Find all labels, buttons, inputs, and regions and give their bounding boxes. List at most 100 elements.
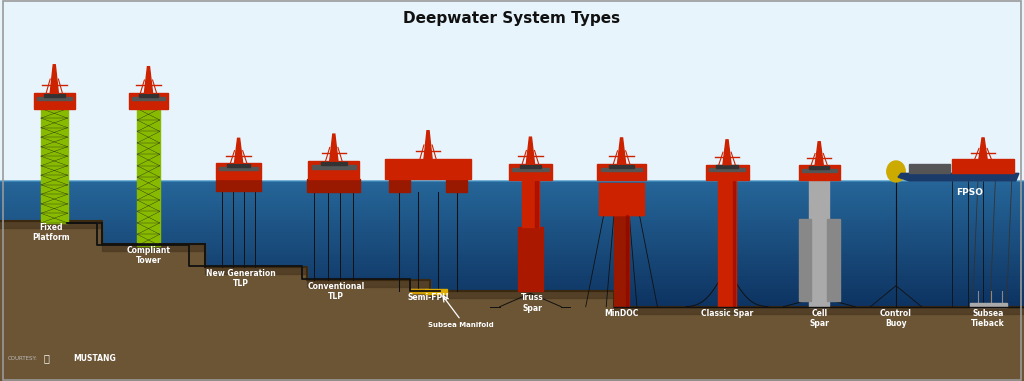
Text: COURTESY:: COURTESY: — [8, 355, 38, 361]
Bar — [0, 194, 1024, 197]
Bar — [536, 180, 538, 227]
Bar — [512, 168, 549, 171]
Bar — [0, 288, 1024, 291]
Bar — [0, 253, 1024, 256]
Bar — [909, 164, 950, 173]
Bar — [518, 227, 543, 291]
Bar — [520, 165, 542, 168]
Bar — [37, 97, 72, 100]
Polygon shape — [526, 137, 535, 164]
Bar — [0, 263, 1024, 266]
Bar — [614, 215, 629, 307]
Bar — [0, 206, 1024, 209]
Bar — [0, 203, 1024, 206]
Bar — [410, 289, 425, 293]
Bar — [307, 179, 360, 192]
Text: FPSO: FPSO — [956, 188, 983, 197]
Text: Semi-FPU: Semi-FPU — [408, 293, 449, 303]
Bar — [0, 250, 1024, 253]
Bar — [0, 190, 1024, 194]
Polygon shape — [330, 134, 338, 161]
Bar — [706, 165, 749, 180]
Bar — [138, 94, 158, 97]
Bar — [227, 164, 250, 167]
Bar — [0, 304, 1024, 307]
Bar — [0, 216, 1024, 219]
Bar — [0, 244, 1024, 247]
Bar — [0, 294, 1024, 297]
Bar — [446, 179, 467, 192]
Bar — [389, 179, 410, 192]
Bar — [0, 259, 1024, 263]
Bar — [0, 256, 1024, 259]
Bar — [0, 222, 1024, 225]
Bar — [41, 109, 68, 223]
Polygon shape — [50, 65, 58, 93]
Bar — [509, 164, 552, 180]
Bar — [0, 272, 1024, 275]
Polygon shape — [815, 142, 823, 165]
Text: Cell
Spar: Cell Spar — [809, 309, 829, 328]
Polygon shape — [723, 140, 731, 165]
Bar — [0, 285, 1024, 288]
Bar — [952, 159, 1014, 173]
Text: MUSTANG: MUSTANG — [74, 354, 117, 363]
Bar — [425, 289, 447, 294]
Bar — [599, 183, 644, 215]
Bar — [129, 93, 168, 109]
Bar — [385, 159, 471, 179]
Bar — [601, 168, 642, 171]
Bar — [717, 165, 737, 168]
Text: Subsea
Tieback: Subsea Tieback — [972, 309, 1005, 328]
Bar — [34, 93, 75, 109]
Bar — [0, 213, 1024, 216]
Bar — [827, 219, 840, 301]
Bar — [809, 166, 829, 169]
Polygon shape — [979, 138, 987, 159]
Text: New Generation
TLP: New Generation TLP — [206, 269, 275, 288]
Bar — [219, 167, 258, 170]
Bar — [0, 181, 1024, 184]
Bar — [0, 291, 1024, 294]
Bar — [0, 297, 1024, 300]
Text: MinDOC: MinDOC — [604, 309, 639, 318]
Polygon shape — [0, 221, 1024, 314]
Bar — [0, 234, 1024, 238]
Bar — [308, 161, 359, 179]
Bar — [0, 241, 1024, 244]
Bar — [322, 162, 346, 165]
Polygon shape — [424, 131, 432, 159]
Bar — [599, 214, 644, 215]
Bar — [44, 94, 65, 97]
Bar — [732, 180, 735, 307]
Text: Fixed
Platform: Fixed Platform — [33, 223, 70, 242]
Polygon shape — [0, 221, 1024, 381]
Bar — [809, 180, 829, 307]
Bar — [132, 97, 165, 100]
Bar — [597, 164, 646, 180]
Bar — [0, 300, 1024, 304]
Bar — [802, 169, 837, 172]
Text: Truss
Spar: Truss Spar — [521, 293, 544, 313]
Bar — [0, 197, 1024, 200]
Bar — [609, 165, 634, 168]
Text: Deepwater System Types: Deepwater System Types — [403, 11, 621, 26]
Text: 🐎: 🐎 — [43, 353, 49, 363]
Bar — [970, 303, 1007, 307]
Bar — [0, 238, 1024, 241]
Text: Compliant
Tower: Compliant Tower — [127, 246, 170, 265]
Bar — [799, 219, 811, 301]
Ellipse shape — [887, 161, 905, 182]
Bar — [0, 282, 1024, 285]
Polygon shape — [234, 138, 243, 163]
Bar — [0, 219, 1024, 222]
Bar — [0, 247, 1024, 250]
Bar — [0, 266, 1024, 269]
Bar — [0, 279, 1024, 282]
Bar — [137, 109, 160, 246]
Bar — [0, 200, 1024, 203]
Polygon shape — [144, 67, 153, 93]
Text: Classic Spar: Classic Spar — [700, 309, 754, 318]
Bar — [0, 0, 1024, 181]
Polygon shape — [617, 138, 626, 164]
